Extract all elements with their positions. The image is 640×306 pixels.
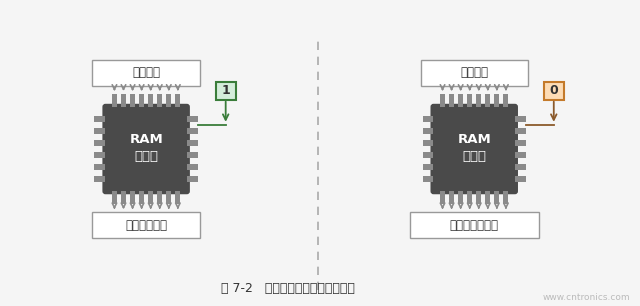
Text: 0: 0	[549, 84, 558, 97]
Bar	[187, 116, 198, 122]
Bar	[422, 128, 433, 134]
Bar	[515, 116, 526, 122]
Bar	[175, 94, 180, 107]
Bar	[95, 176, 106, 182]
Bar	[148, 191, 153, 204]
Bar	[485, 191, 490, 204]
Bar	[130, 94, 135, 107]
Text: 单元的新数据: 单元的新数据	[125, 218, 167, 232]
Bar	[157, 191, 162, 204]
Bar	[95, 116, 106, 122]
Bar	[139, 191, 144, 204]
Bar	[485, 94, 490, 107]
Bar	[440, 94, 445, 107]
Text: 读模式: 读模式	[462, 151, 486, 163]
Bar	[95, 152, 106, 158]
Bar	[422, 140, 433, 146]
Bar	[112, 94, 117, 107]
Bar	[422, 116, 433, 122]
Bar	[422, 176, 433, 182]
FancyBboxPatch shape	[102, 104, 190, 194]
Bar	[458, 191, 463, 204]
Bar	[515, 152, 526, 158]
Text: 写模式: 写模式	[134, 151, 158, 163]
Bar	[187, 140, 198, 146]
Bar	[187, 164, 198, 170]
Bar	[187, 152, 198, 158]
Bar	[187, 176, 198, 182]
Bar	[157, 94, 162, 107]
Bar	[166, 191, 172, 204]
Bar	[515, 176, 526, 182]
Bar	[458, 94, 463, 107]
Bar	[467, 94, 472, 107]
Bar	[449, 191, 454, 204]
Bar	[504, 191, 508, 204]
Bar	[449, 94, 454, 107]
Bar	[467, 191, 472, 204]
FancyBboxPatch shape	[431, 104, 518, 194]
Bar	[112, 191, 117, 204]
Bar	[515, 164, 526, 170]
Bar	[504, 94, 508, 107]
Text: RAM: RAM	[458, 132, 491, 146]
FancyBboxPatch shape	[410, 212, 539, 238]
Text: 单元的当前数据: 单元的当前数据	[450, 218, 499, 232]
Text: 单元地址: 单元地址	[460, 66, 488, 80]
Bar	[95, 164, 106, 170]
Bar	[95, 128, 106, 134]
Bar	[121, 94, 126, 107]
Bar	[476, 191, 481, 204]
Text: 图 7-2   存储器包括读模式与写模式: 图 7-2 存储器包括读模式与写模式	[221, 282, 355, 295]
Bar	[95, 140, 106, 146]
Bar	[175, 191, 180, 204]
Bar	[476, 94, 481, 107]
Bar	[515, 128, 526, 134]
Bar	[187, 128, 198, 134]
Bar	[494, 191, 499, 204]
Bar	[422, 164, 433, 170]
FancyBboxPatch shape	[420, 60, 528, 86]
Bar	[148, 94, 153, 107]
Text: www.cntronics.com: www.cntronics.com	[543, 293, 630, 302]
FancyBboxPatch shape	[92, 60, 200, 86]
Bar	[130, 191, 135, 204]
Bar	[494, 94, 499, 107]
Bar	[139, 94, 144, 107]
FancyBboxPatch shape	[544, 82, 564, 100]
Text: 单元地址: 单元地址	[132, 66, 160, 80]
Text: 1: 1	[221, 84, 230, 97]
FancyBboxPatch shape	[92, 212, 200, 238]
FancyBboxPatch shape	[216, 82, 236, 100]
Bar	[440, 191, 445, 204]
Text: RAM: RAM	[129, 132, 163, 146]
Bar	[515, 140, 526, 146]
Bar	[166, 94, 172, 107]
Bar	[121, 191, 126, 204]
Bar	[422, 152, 433, 158]
